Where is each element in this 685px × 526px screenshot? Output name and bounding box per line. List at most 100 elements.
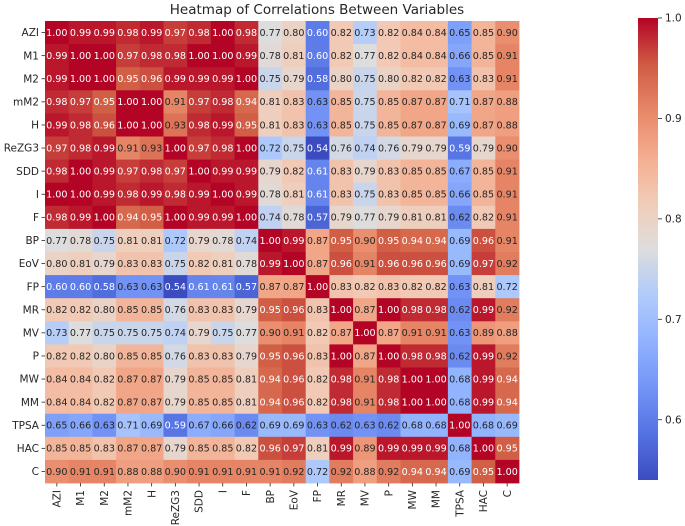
- heatmap-cell: [353, 182, 378, 207]
- cell-value-label: 0.75: [354, 74, 375, 85]
- x-tick-label: I: [217, 490, 229, 493]
- y-tick-label: mM2: [13, 96, 39, 108]
- heatmap-cell: [258, 344, 283, 368]
- heatmap-cell: [376, 136, 401, 160]
- cell-value-label: 0.87: [425, 120, 446, 131]
- heatmap-cell: [234, 228, 259, 253]
- cell-value-label: 0.83: [117, 259, 138, 270]
- heatmap-cell: [424, 113, 449, 137]
- heatmap-cell: [282, 459, 307, 484]
- heatmap-cell: [282, 21, 307, 45]
- cell-value-label: 1.00: [94, 74, 115, 85]
- cell-value-label: 0.94: [425, 467, 446, 478]
- cell-value-label: 0.68: [425, 421, 446, 432]
- cell-value-label: 0.91: [117, 143, 138, 154]
- cell-value-label: 1.00: [307, 282, 328, 293]
- cell-value-label: 0.79: [402, 143, 423, 154]
- heatmap-cell: [68, 21, 93, 45]
- cell-value-label: 0.91: [94, 467, 115, 478]
- cell-value-label: 0.98: [331, 397, 352, 408]
- heatmap-cell: [447, 298, 472, 322]
- heatmap-cell: [447, 182, 472, 207]
- heatmap-cell: [400, 182, 425, 207]
- heatmap-cell: [234, 252, 259, 276]
- cell-value-label: 0.60: [307, 51, 328, 62]
- heatmap-cell: [163, 298, 188, 322]
- heatmap-cell: [210, 159, 235, 184]
- heatmap-cell: [92, 275, 117, 299]
- cell-value-label: 0.95: [473, 467, 494, 478]
- cell-value-label: 0.97: [165, 166, 186, 177]
- cell-value-label: 0.91: [236, 467, 257, 478]
- heatmap-cell: [116, 228, 141, 253]
- cell-value-label: 0.83: [307, 351, 328, 362]
- heatmap-cell: [68, 228, 93, 253]
- heatmap-cell: [329, 252, 354, 276]
- cell-value-label: 0.90: [496, 143, 517, 154]
- cell-value-label: 0.98: [212, 97, 233, 108]
- heatmap-cell: [234, 136, 259, 160]
- cell-value-label: 0.58: [94, 282, 115, 293]
- chart-title: Heatmap of Correlations Between Variable…: [170, 2, 464, 18]
- y-tick-label: SDD: [16, 166, 39, 178]
- heatmap-cell: [329, 159, 354, 184]
- heatmap-cell: [424, 367, 449, 391]
- heatmap-cell: [139, 136, 164, 160]
- cell-value-label: 0.96: [283, 305, 304, 316]
- cell-value-label: 0.69: [283, 421, 304, 432]
- heatmap-cell: [471, 275, 496, 299]
- heatmap-cell: [163, 159, 188, 184]
- heatmap-cell: [305, 390, 330, 415]
- heatmap-cell: [353, 459, 378, 484]
- x-tick-label: M1: [75, 490, 87, 506]
- cell-value-label: 0.91: [212, 467, 233, 478]
- cell-value-label: 0.85: [70, 444, 91, 455]
- heatmap-cell: [282, 321, 307, 345]
- heatmap-cell: [68, 459, 93, 484]
- heatmap-cell: [210, 459, 235, 484]
- heatmap-cell: [187, 228, 212, 253]
- heatmap-cell: [376, 344, 401, 368]
- cell-value-label: 0.81: [141, 236, 162, 247]
- cell-value-label: 0.92: [283, 467, 304, 478]
- heatmap-cell: [116, 205, 141, 230]
- cell-value-label: 0.81: [307, 444, 328, 455]
- cell-value-label: 0.74: [236, 236, 257, 247]
- y-tick-label: AZI: [22, 27, 39, 39]
- heatmap-cell: [376, 159, 401, 184]
- heatmap-cell: [471, 367, 496, 391]
- heatmap-cell: [495, 21, 520, 45]
- cell-value-label: 0.85: [425, 190, 446, 201]
- cell-value-label: 0.65: [46, 421, 67, 432]
- cell-value-label: 0.81: [70, 259, 91, 270]
- cell-value-label: 0.91: [354, 374, 375, 385]
- cell-value-label: 0.95: [259, 351, 280, 362]
- heatmap-cell: [116, 252, 141, 276]
- heatmap-cell: [187, 275, 212, 299]
- cell-value-label: 0.71: [449, 97, 470, 108]
- heatmap-cell: [424, 159, 449, 184]
- heatmap-cell: [329, 321, 354, 345]
- cell-value-label: 1.00: [141, 120, 162, 131]
- heatmap-cell: [447, 252, 472, 276]
- heatmap-cell: [234, 436, 259, 461]
- heatmap-cell: [187, 344, 212, 368]
- cell-value-label: 0.80: [46, 259, 67, 270]
- heatmap-cell: [210, 21, 235, 45]
- heatmap-cell: [68, 205, 93, 230]
- heatmap-cell: [163, 67, 188, 91]
- cell-value-label: 0.69: [496, 421, 517, 432]
- heatmap-cell: [282, 228, 307, 253]
- cell-value-label: 0.91: [283, 328, 304, 339]
- x-tick-label: ReZG3: [170, 490, 182, 525]
- cell-value-label: 0.61: [188, 282, 209, 293]
- cell-value-label: 0.81: [212, 259, 233, 270]
- heatmap-cell: [353, 298, 378, 322]
- cell-value-label: 0.87: [141, 444, 162, 455]
- cell-value-label: 0.82: [307, 397, 328, 408]
- heatmap-cell: [68, 67, 93, 91]
- heatmap-cell: [163, 252, 188, 276]
- x-axis-labels: AZI M1 M2 mM2 H ReZG3 SDD I F BP EoV FP MR MV P MW MM TPS…: [51, 483, 514, 525]
- heatmap-cell: [495, 367, 520, 391]
- heatmap-cell: [68, 413, 93, 438]
